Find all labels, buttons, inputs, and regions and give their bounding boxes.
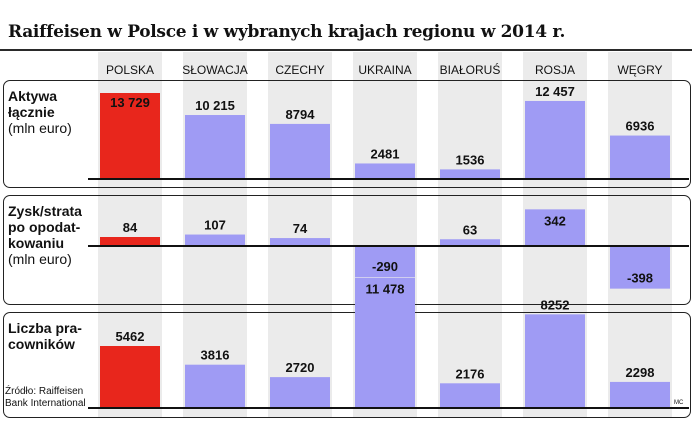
bar: [270, 123, 330, 179]
value-label: 74: [293, 221, 308, 236]
value-label: 5462: [116, 329, 145, 344]
category-label: WĘGRY: [617, 63, 663, 77]
value-label: 11 478: [365, 282, 404, 297]
bar: [525, 100, 585, 179]
value-label: 2481: [371, 146, 400, 161]
bar: [610, 135, 670, 179]
bar: [185, 115, 245, 179]
value-label: 10 215: [195, 98, 235, 113]
column-background: [268, 52, 332, 417]
bar: [525, 209, 585, 246]
column-background: [438, 52, 502, 417]
value-label: 63: [463, 222, 477, 237]
value-label: 342: [544, 213, 566, 228]
label-line: Aktywa: [8, 88, 58, 104]
panel-pracownicy: [3, 312, 691, 418]
panel-zysk: [3, 195, 691, 305]
title-rule: [0, 49, 692, 51]
label-line: Zysk/strata: [8, 203, 82, 219]
value-label: -398: [627, 271, 653, 286]
label-line: cowników: [8, 336, 75, 352]
value-label: 2298: [626, 365, 655, 380]
source-line: Źródło: Raiffeisen: [5, 386, 84, 397]
value-label: 13 729: [110, 95, 150, 110]
source-note: Źródło: Raiffeisen Bank International: [5, 386, 86, 410]
bar: [270, 377, 330, 408]
value-label: 3816: [201, 348, 230, 363]
category-label: UKRAINA: [358, 63, 412, 77]
value-label: 8252: [541, 297, 570, 312]
value-label: 2720: [286, 360, 315, 375]
value-label: 8794: [286, 107, 316, 122]
chart-title: Raiffeisen w Polsce i w wybranych krajac…: [8, 22, 566, 42]
bar: [355, 277, 415, 408]
bar: [355, 163, 415, 179]
label-line: łącznie: [8, 104, 55, 120]
label-unit: (mln euro): [8, 120, 72, 136]
bar: [355, 246, 415, 278]
panel-label-pracownicy: Liczba pra- cowników: [8, 320, 82, 352]
category-label: ROSJA: [534, 63, 575, 77]
column-background: [183, 52, 247, 417]
panel-aktywa: [3, 80, 691, 188]
panel-label-aktywa: Aktywa łącznie (mln euro): [8, 88, 72, 136]
bar: [440, 239, 500, 246]
bar: [100, 93, 160, 179]
value-label: 84: [123, 220, 138, 235]
bar: [270, 238, 330, 246]
label-line: kowaniu: [8, 235, 65, 251]
category-label: SŁOWACJA: [182, 63, 248, 77]
value-label: 107: [204, 218, 226, 233]
value-label: 1536: [456, 152, 485, 167]
value-label: -290: [372, 259, 398, 274]
bar: [100, 237, 160, 246]
category-label: CZECHY: [275, 63, 325, 77]
value-label: 12 457: [535, 84, 575, 99]
value-label: 6936: [626, 119, 655, 134]
column-background: [608, 52, 672, 417]
label-unit: (mln euro): [8, 251, 72, 267]
bar: [610, 246, 670, 289]
author-credit: MC: [674, 400, 684, 406]
bar: [610, 381, 670, 408]
value-label: 2176: [456, 366, 485, 381]
category-label: BIAŁORUŚ: [439, 63, 501, 77]
bar: [100, 346, 160, 408]
panel-label-zysk: Zysk/strata po opodat- kowaniu (mln euro…: [8, 203, 82, 267]
source-line: Bank International: [5, 398, 86, 409]
label-line: po opodat-: [8, 219, 81, 235]
label-line: Liczba pra-: [8, 320, 82, 336]
bar: [440, 383, 500, 408]
bar: [185, 234, 245, 246]
bar: [440, 169, 500, 179]
category-label: POLSKA: [105, 63, 155, 77]
bar: [185, 364, 245, 408]
bar: [525, 314, 585, 408]
